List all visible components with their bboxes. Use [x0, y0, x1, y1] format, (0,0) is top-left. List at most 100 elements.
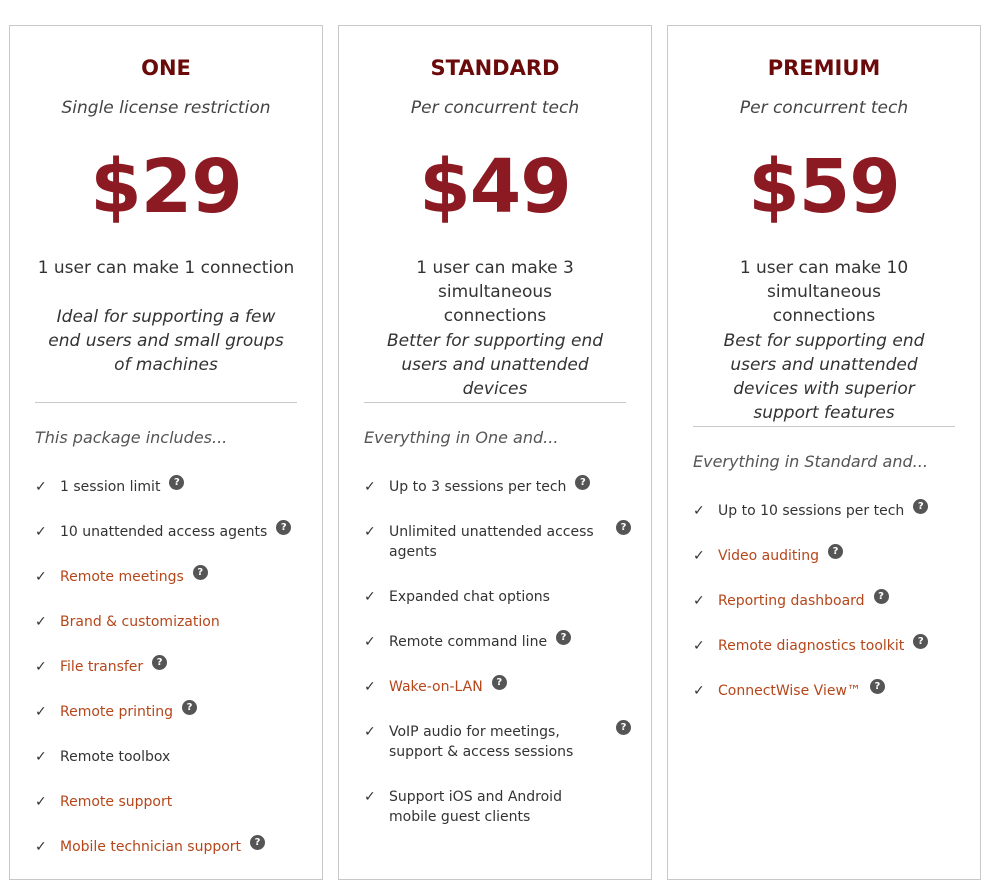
- pricing-card-one: ONE Single license restriction $29 1 use…: [9, 25, 323, 880]
- check-icon: ✓: [35, 569, 47, 585]
- check-icon: ✓: [364, 789, 376, 805]
- feature-item: ✓ Expanded chat options: [364, 587, 631, 607]
- feature-item: ✓ Wake-on-LAN ?: [364, 675, 631, 697]
- feature-label[interactable]: Video auditing: [718, 548, 820, 564]
- feature-label: Remote command line: [389, 634, 548, 650]
- feature-item: ✓ Up to 10 sessions per tech ?: [693, 499, 960, 521]
- feature-label[interactable]: Remote support: [60, 794, 173, 810]
- plan-price: $29: [90, 144, 242, 230]
- help-icon[interactable]: ?: [192, 565, 208, 580]
- help-icon[interactable]: ?: [913, 499, 929, 514]
- feature-label: VoIP audio for meetings, support & acces…: [389, 724, 574, 760]
- check-icon: ✓: [693, 503, 705, 519]
- feature-item: ✓ Brand & customization: [35, 612, 302, 632]
- feature-item: ✓ Remote toolbox: [35, 747, 302, 767]
- feature-label[interactable]: Remote meetings: [60, 569, 184, 585]
- feature-item: ✓ Remote command line ?: [364, 630, 631, 652]
- help-icon[interactable]: ?: [556, 630, 572, 645]
- help-icon[interactable]: ?: [276, 520, 292, 535]
- feature-item: ✓ File transfer ?: [35, 655, 302, 677]
- plan-ideal-for: Best for supporting end users and unatte…: [723, 331, 925, 423]
- feature-item: ✓ 10 unattended access agents ?: [35, 520, 302, 542]
- pricing-card-standard: STANDARD Per concurrent tech $49 1 user …: [338, 25, 652, 880]
- check-icon: ✓: [35, 794, 47, 810]
- divider: [693, 426, 955, 427]
- check-icon: ✓: [35, 614, 47, 630]
- check-icon: ✓: [364, 634, 376, 650]
- plan-ideal-for: Better for supporting end users and unat…: [386, 331, 604, 399]
- feature-label[interactable]: Reporting dashboard: [718, 593, 865, 609]
- check-icon: ✓: [35, 524, 47, 540]
- feature-label: Unlimited unattended access agents: [389, 524, 594, 560]
- plan-connections: 1 user can make 10 simultaneous connecti…: [739, 258, 909, 326]
- feature-item: ✓ Reporting dashboard ?: [693, 589, 960, 611]
- feature-label[interactable]: Brand & customization: [60, 614, 220, 630]
- help-icon[interactable]: ?: [616, 520, 631, 535]
- feature-item: ✓ Remote printing ?: [35, 700, 302, 722]
- help-icon[interactable]: ?: [913, 634, 929, 649]
- feature-label[interactable]: File transfer: [60, 659, 144, 675]
- feature-item: ✓ ConnectWise View™ ?: [693, 679, 960, 701]
- plan-name: ONE: [141, 56, 191, 80]
- help-icon[interactable]: ?: [575, 475, 591, 490]
- feature-label: Support iOS and Android mobile guest cli…: [389, 789, 562, 825]
- feature-item: ✓ VoIP audio for meetings, support & acc…: [364, 720, 631, 762]
- check-icon: ✓: [364, 479, 376, 495]
- feature-item: ✓ Remote diagnostics toolkit ?: [693, 634, 960, 656]
- plan-connections: 1 user can make 1 connection: [37, 258, 295, 278]
- help-icon[interactable]: ?: [828, 544, 844, 559]
- feature-item: ✓ Remote support: [35, 792, 302, 812]
- feature-label[interactable]: Mobile technician support: [60, 839, 242, 855]
- feature-label[interactable]: Remote printing: [60, 704, 174, 720]
- check-icon: ✓: [693, 548, 705, 564]
- check-icon: ✓: [35, 704, 47, 720]
- feature-item: ✓ Unlimited unattended access agents ?: [364, 520, 631, 562]
- pricing-card-premium: PREMIUM Per concurrent tech $59 1 user c…: [667, 25, 981, 880]
- help-icon[interactable]: ?: [616, 720, 631, 735]
- feature-label: 10 unattended access agents: [60, 524, 268, 540]
- feature-label: 1 session limit: [60, 479, 161, 495]
- plan-subtitle: Per concurrent tech: [739, 98, 909, 118]
- plan-subtitle: Single license restriction: [61, 98, 271, 118]
- feature-item: ✓ Remote meetings ?: [35, 565, 302, 587]
- includes-heading: Everything in One and...: [364, 428, 559, 447]
- plan-name: STANDARD: [430, 56, 560, 80]
- plan-connections: 1 user can make 3 simultaneous connectio…: [416, 258, 574, 326]
- check-icon: ✓: [35, 659, 47, 675]
- feature-list: ✓ 1 session limit ? ✓ 10 unattended acce…: [35, 475, 302, 882]
- feature-item: ✓ 1 session limit ?: [35, 475, 302, 497]
- plan-price: $59: [748, 144, 900, 230]
- includes-heading: This package includes...: [35, 428, 228, 447]
- feature-label[interactable]: ConnectWise View™: [718, 683, 861, 699]
- feature-item: ✓ Support iOS and Android mobile guest c…: [364, 787, 631, 827]
- feature-label: Expanded chat options: [389, 589, 550, 605]
- feature-label: Up to 3 sessions per tech: [389, 479, 567, 495]
- help-icon[interactable]: ?: [491, 675, 507, 690]
- feature-item: ✓ Up to 3 sessions per tech ?: [364, 475, 631, 497]
- help-icon[interactable]: ?: [182, 700, 198, 715]
- plan-name: PREMIUM: [767, 56, 881, 80]
- feature-list: ✓ Up to 3 sessions per tech ? ✓ Unlimite…: [364, 475, 631, 852]
- check-icon: ✓: [364, 524, 376, 540]
- divider: [35, 402, 297, 403]
- feature-label[interactable]: Remote diagnostics toolkit: [718, 638, 905, 654]
- check-icon: ✓: [35, 749, 47, 765]
- check-icon: ✓: [364, 589, 376, 605]
- check-icon: ✓: [35, 839, 47, 855]
- help-icon[interactable]: ?: [250, 835, 266, 850]
- help-icon[interactable]: ?: [873, 589, 889, 604]
- includes-heading: Everything in Standard and...: [693, 452, 928, 471]
- check-icon: ✓: [364, 724, 376, 740]
- plan-subtitle: Per concurrent tech: [410, 98, 580, 118]
- feature-label[interactable]: Wake-on-LAN: [389, 679, 483, 695]
- divider: [364, 402, 626, 403]
- plan-price: $49: [419, 144, 571, 230]
- help-icon[interactable]: ?: [152, 655, 168, 670]
- help-icon[interactable]: ?: [869, 679, 885, 694]
- feature-label: Up to 10 sessions per tech: [718, 503, 905, 519]
- feature-item: ✓ Video auditing ?: [693, 544, 960, 566]
- check-icon: ✓: [364, 679, 376, 695]
- feature-label: Remote toolbox: [60, 749, 171, 765]
- feature-item: ✓ Mobile technician support ?: [35, 835, 302, 857]
- help-icon[interactable]: ?: [169, 475, 185, 490]
